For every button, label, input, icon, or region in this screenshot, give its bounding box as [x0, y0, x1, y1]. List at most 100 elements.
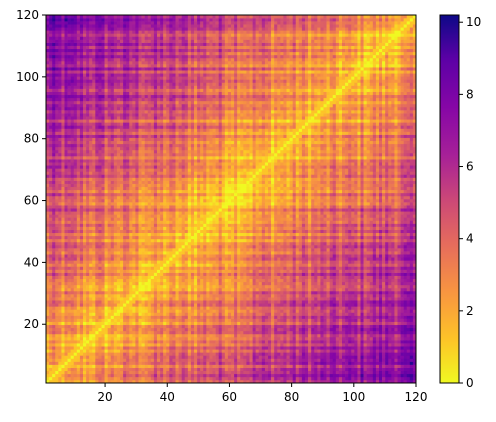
- heatmap-cell: [55, 113, 59, 117]
- heatmap-cell: [163, 134, 167, 138]
- heatmap-cell: [107, 217, 112, 221]
- heatmap-cell: [157, 171, 161, 175]
- heatmap-cell: [107, 177, 112, 181]
- heatmap-cell: [113, 85, 118, 89]
- heatmap-cell: [61, 177, 65, 181]
- heatmap-cell: [92, 91, 96, 96]
- heatmap-cell: [79, 361, 84, 365]
- heatmap-cell: [70, 27, 75, 31]
- heatmap-cell: [132, 113, 136, 117]
- heatmap-cell: [83, 125, 87, 129]
- heatmap-cell: [110, 217, 115, 221]
- heatmap-cell: [153, 110, 158, 114]
- heatmap-cell: [157, 180, 161, 184]
- heatmap-cell: [144, 143, 149, 148]
- heatmap-cell: [110, 171, 115, 175]
- heatmap-cell: [79, 199, 84, 203]
- heatmap-cell: [123, 140, 127, 145]
- heatmap-cell: [89, 327, 93, 332]
- heatmap-cell: [52, 291, 56, 295]
- heatmap-cell: [144, 257, 149, 261]
- heatmap-cell: [52, 229, 56, 234]
- heatmap-cell: [86, 297, 90, 301]
- heatmap-cell: [55, 67, 59, 71]
- heatmap-cell: [79, 183, 84, 188]
- heatmap-cell: [73, 281, 78, 286]
- heatmap-cell: [52, 153, 56, 157]
- heatmap-cell: [123, 64, 127, 68]
- heatmap-cell: [89, 18, 93, 22]
- heatmap-cell: [132, 57, 136, 62]
- heatmap-cell: [157, 30, 161, 34]
- heatmap-cell: [123, 376, 127, 381]
- heatmap-cell: [153, 235, 158, 240]
- heatmap-cell: [76, 349, 81, 353]
- heatmap-cell: [64, 131, 68, 135]
- heatmap-cell: [141, 355, 145, 359]
- heatmap-cell: [110, 257, 115, 261]
- heatmap-cell: [46, 376, 50, 381]
- heatmap-cell: [144, 352, 149, 356]
- heatmap-cell: [166, 343, 170, 347]
- heatmap-cell: [83, 352, 87, 356]
- heatmap-cell: [135, 238, 139, 243]
- heatmap-cell: [147, 217, 152, 221]
- heatmap-cell: [113, 223, 118, 227]
- heatmap-cell: [110, 140, 115, 145]
- heatmap-cell: [135, 373, 139, 378]
- heatmap-cell: [157, 131, 161, 135]
- heatmap-cell: [160, 260, 164, 264]
- heatmap-cell: [92, 146, 96, 151]
- heatmap-cell: [172, 192, 176, 197]
- heatmap-cell: [73, 232, 78, 237]
- heatmap-cell: [104, 232, 108, 237]
- heatmap-cell: [129, 177, 133, 181]
- heatmap-cell: [104, 376, 108, 381]
- heatmap-cell: [132, 321, 136, 326]
- heatmap-cell: [113, 125, 118, 129]
- heatmap-cell: [89, 140, 93, 145]
- heatmap-cell: [160, 107, 164, 111]
- heatmap-cell: [132, 248, 136, 252]
- heatmap-cell: [110, 232, 115, 237]
- heatmap-cell: [141, 122, 145, 126]
- heatmap-cell: [135, 245, 139, 249]
- heatmap-cell: [70, 165, 75, 169]
- heatmap-cell: [49, 189, 53, 194]
- heatmap-cell: [120, 333, 124, 338]
- heatmap-cell: [110, 128, 115, 132]
- heatmap-cell: [46, 128, 50, 132]
- heatmap-cell: [116, 312, 121, 316]
- heatmap-cell: [61, 257, 65, 261]
- heatmap-cell: [116, 343, 121, 347]
- heatmap-cell: [70, 241, 75, 246]
- heatmap-cell: [64, 192, 68, 197]
- heatmap-cell: [160, 340, 164, 344]
- heatmap-cell: [58, 156, 62, 160]
- heatmap-cell: [157, 208, 161, 212]
- heatmap-cell: [101, 67, 105, 71]
- heatmap-cell: [107, 254, 112, 258]
- heatmap-cell: [95, 171, 99, 175]
- heatmap-cell: [49, 300, 53, 304]
- heatmap-cell: [86, 94, 90, 99]
- heatmap-cell: [49, 238, 53, 243]
- heatmap-cell: [104, 370, 108, 375]
- heatmap-cell: [147, 177, 152, 181]
- heatmap-cell: [166, 205, 170, 209]
- heatmap-cell: [83, 220, 87, 224]
- heatmap-cell: [76, 195, 81, 200]
- heatmap-cell: [163, 306, 167, 310]
- heatmap-cell: [101, 208, 105, 212]
- heatmap-cell: [83, 373, 87, 378]
- heatmap-cell: [132, 220, 136, 224]
- heatmap-cell: [46, 76, 50, 80]
- heatmap-cell: [107, 272, 112, 276]
- heatmap-cell: [138, 168, 142, 172]
- heatmap-cell: [116, 309, 121, 313]
- heatmap-cell: [76, 76, 81, 80]
- heatmap-cell: [92, 100, 96, 105]
- heatmap-cell: [116, 174, 121, 178]
- heatmap-cell: [98, 24, 102, 28]
- heatmap-cell: [73, 45, 78, 50]
